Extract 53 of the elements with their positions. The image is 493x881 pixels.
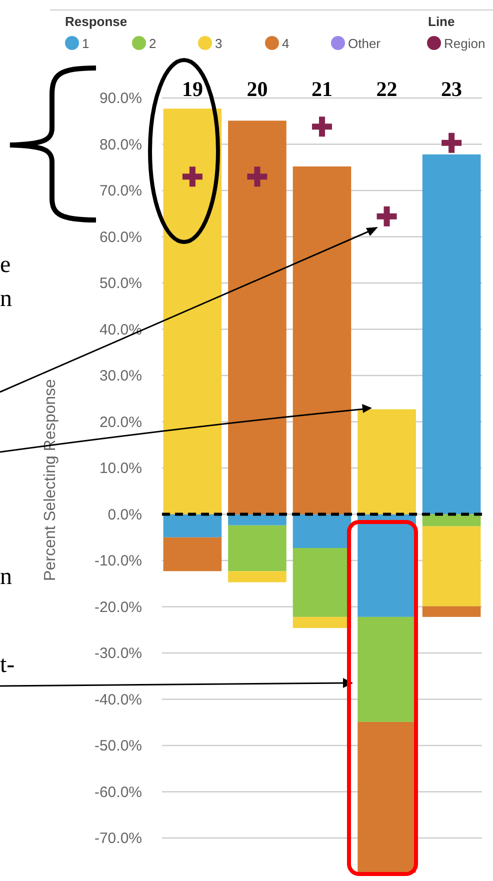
y-tick-label: -60.0% — [94, 784, 142, 801]
text: Line — [428, 14, 455, 29]
legend-label: Region — [444, 36, 486, 51]
x-tick-label: 20 — [246, 77, 268, 101]
legend-label: 3 — [215, 36, 222, 51]
text: t- — [0, 652, 15, 678]
point — [247, 166, 268, 187]
y-tick-label: -50.0% — [94, 738, 142, 754]
point — [442, 132, 462, 153]
y-tick-label: 40.0% — [99, 321, 142, 338]
bar — [228, 525, 286, 572]
x-tick-label: 21 — [312, 77, 332, 101]
y-tick-label: 30.0% — [99, 368, 142, 384]
y-tick-label: -70.0% — [94, 830, 142, 847]
x-tick-label: 22 — [376, 77, 398, 101]
legend-title: Response — [65, 14, 128, 29]
bar — [292, 514, 352, 548]
bar — [292, 166, 352, 514]
text: n — [0, 564, 12, 590]
bar — [422, 526, 481, 606]
y-tick-label: -20.0% — [94, 598, 142, 616]
bar — [358, 616, 416, 722]
legend-label: 4 — [282, 36, 290, 51]
y-tick-label: 70.0% — [99, 182, 142, 200]
y-tick-label: 60.0% — [99, 228, 142, 246]
text: n — [0, 286, 12, 312]
bar — [358, 514, 416, 617]
y-tick-label: 20.0% — [99, 414, 142, 431]
legend-label: 1 — [82, 36, 90, 51]
x-tick-label: 23 — [441, 77, 462, 101]
point — [312, 116, 332, 137]
text: e — [0, 252, 11, 278]
y-tick-label: 0.0% — [108, 506, 142, 524]
bar — [228, 571, 286, 582]
bar — [163, 537, 222, 572]
bar — [163, 514, 222, 538]
y-tick-label: 90.0% — [99, 90, 142, 107]
bar — [358, 409, 416, 514]
bar — [422, 606, 481, 617]
point — [182, 166, 202, 187]
legend-label: Other — [348, 36, 382, 51]
y-tick-label: -40.0% — [94, 691, 142, 708]
y-tick-label: 10.0% — [99, 460, 142, 477]
x-tick-label: 19 — [182, 77, 203, 101]
y-axis-title: Percent Selecting Response — [42, 378, 59, 581]
y-tick-label: -10.0% — [94, 552, 142, 570]
legend-label: 2 — [149, 36, 156, 51]
y-tick-label: -30.0% — [94, 645, 142, 662]
point — [376, 206, 397, 226]
y-tick-label: 80.0% — [99, 136, 142, 154]
bar — [422, 154, 481, 514]
y-tick-label: 50.0% — [99, 275, 142, 292]
bar — [228, 120, 286, 514]
